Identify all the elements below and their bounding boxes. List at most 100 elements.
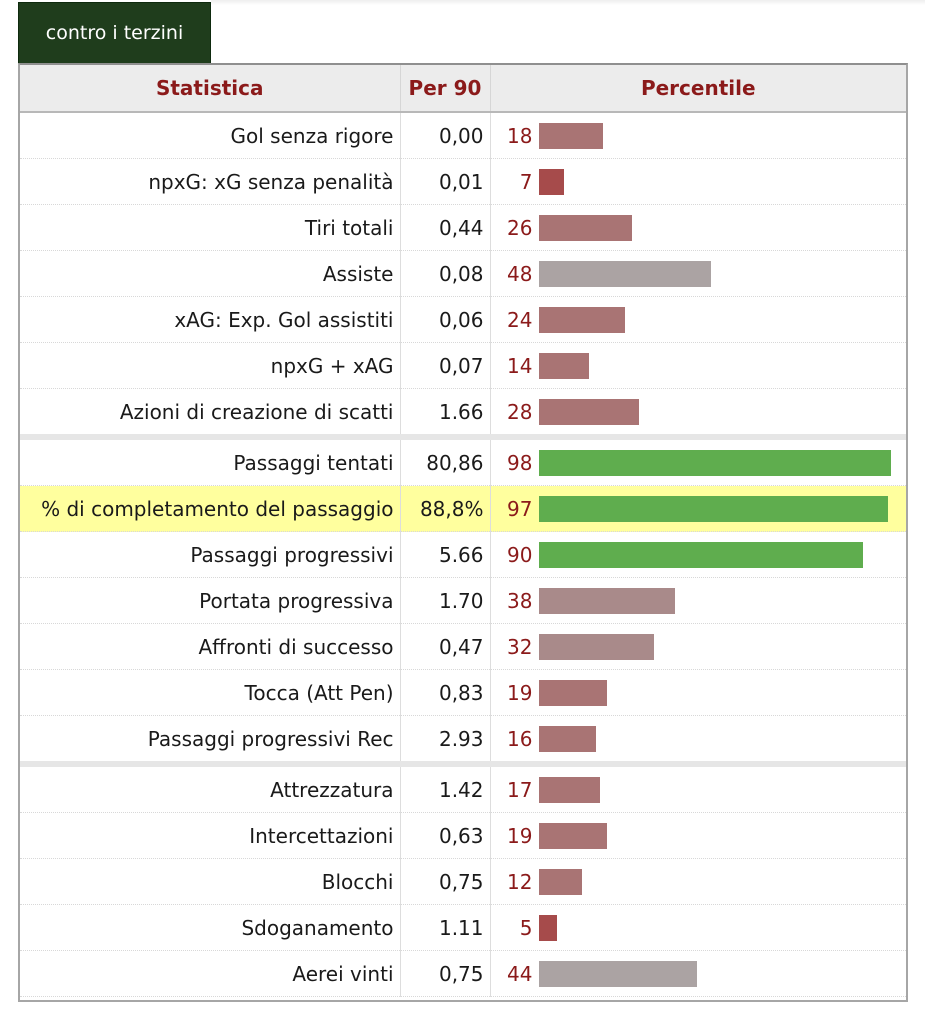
per90-value: 0,83 xyxy=(400,669,491,716)
percentile-value: 98 xyxy=(507,450,533,475)
stat-name: Azioni di creazione di scatti xyxy=(20,388,401,438)
stat-name: npxG + xAG xyxy=(20,342,401,389)
table-row: Tiri totali 0,44 26 xyxy=(20,204,906,251)
percentile-value: 38 xyxy=(507,588,533,613)
percentile-bar xyxy=(538,449,892,476)
percentile-bar xyxy=(538,122,604,149)
percentile-bar-track xyxy=(538,633,899,660)
percentile-bar xyxy=(538,914,557,941)
percentile-value: 19 xyxy=(507,680,533,705)
table-row: Attrezzatura 1.42 17 xyxy=(20,761,906,813)
percentile-bar xyxy=(538,960,697,987)
percentile-cell: 7 xyxy=(490,158,906,205)
percentile-value: 5 xyxy=(519,915,533,940)
percentile-bar xyxy=(538,822,607,849)
percentile-cell: 19 xyxy=(490,812,906,859)
percentile-bar xyxy=(538,776,600,803)
tab-contro-i-terzini[interactable]: contro i terzini xyxy=(18,2,211,63)
percentile-bar xyxy=(538,352,589,379)
percentile-value: 12 xyxy=(507,869,533,894)
percentile-cell: 48 xyxy=(490,250,906,297)
table-row: Passaggi tentati 80,86 98 xyxy=(20,434,906,486)
percentile-value: 97 xyxy=(507,496,533,521)
percentile-value: 90 xyxy=(507,542,533,567)
per90-value: 0,07 xyxy=(400,342,491,389)
percentile-bar xyxy=(538,868,582,895)
per90-value: 88,8% xyxy=(400,485,491,532)
table-row: Intercettazioni 0,63 19 xyxy=(20,812,906,859)
per90-value: 80,86 xyxy=(400,434,491,486)
percentile-bar-track xyxy=(538,449,899,476)
header-per90[interactable]: Per 90 xyxy=(400,65,491,113)
percentile-cell: 14 xyxy=(490,342,906,389)
per90-value: 0,63 xyxy=(400,812,491,859)
per90-value: 0,44 xyxy=(400,204,491,251)
table-row: Azioni di creazione di scatti 1.66 28 xyxy=(20,388,906,438)
stat-name: Assiste xyxy=(20,250,401,297)
percentile-bar xyxy=(538,587,676,614)
per90-value: 1.70 xyxy=(400,577,491,624)
percentile-cell: 32 xyxy=(490,623,906,670)
stat-name: Passaggi progressivi Rec xyxy=(20,715,401,765)
table-row: Assiste 0,08 48 xyxy=(20,250,906,297)
percentile-bar xyxy=(538,398,640,425)
per90-value: 0,75 xyxy=(400,950,491,997)
per90-value: 0,08 xyxy=(400,250,491,297)
table-header-row: Statistica Per 90 Percentile xyxy=(20,65,906,113)
percentile-cell: 5 xyxy=(490,904,906,951)
percentile-value: 32 xyxy=(507,634,533,659)
table-row: Passaggi progressivi Rec 2.93 16 xyxy=(20,715,906,765)
percentile-bar xyxy=(538,541,863,568)
table-row: Sdoganamento 1.11 5 xyxy=(20,904,906,951)
percentile-value: 16 xyxy=(507,726,533,751)
top-bar-shadow xyxy=(211,0,925,5)
stat-name: Tiri totali xyxy=(20,204,401,251)
table-row: Tocca (Att Pen) 0,83 19 xyxy=(20,669,906,716)
stats-table-container: Statistica Per 90 Percentile Gol senza r… xyxy=(18,63,908,1002)
percentile-bar-track xyxy=(538,495,899,522)
stat-name: Affronti di successo xyxy=(20,623,401,670)
stat-name: Gol senza rigore xyxy=(20,112,401,159)
percentile-value: 19 xyxy=(507,823,533,848)
stat-name: Passaggi progressivi xyxy=(20,531,401,578)
header-stat[interactable]: Statistica xyxy=(20,65,401,113)
stat-name: Blocchi xyxy=(20,858,401,905)
percentile-bar xyxy=(538,495,888,522)
percentile-bar xyxy=(538,633,654,660)
per90-value: 0,75 xyxy=(400,858,491,905)
percentile-cell: 44 xyxy=(490,950,906,997)
stat-name: Tocca (Att Pen) xyxy=(20,669,401,716)
percentile-cell: 97 xyxy=(490,485,906,532)
percentile-cell: 18 xyxy=(490,112,906,159)
stat-name: Intercettazioni xyxy=(20,812,401,859)
percentile-value: 48 xyxy=(507,261,533,286)
table-row: Passaggi progressivi 5.66 90 xyxy=(20,531,906,578)
stat-name: npxG: xG senza penalità xyxy=(20,158,401,205)
percentile-cell: 24 xyxy=(490,296,906,343)
percentile-bar xyxy=(538,725,597,752)
per90-value: 1.66 xyxy=(400,388,491,438)
per90-value: 0,00 xyxy=(400,112,491,159)
table-row: Gol senza rigore 0,00 18 xyxy=(20,112,906,159)
percentile-bar xyxy=(538,214,633,241)
percentile-value: 44 xyxy=(507,961,533,986)
stat-name: % di completamento del passaggio xyxy=(20,485,401,532)
table-row: Portata progressiva 1.70 38 xyxy=(20,577,906,624)
percentile-bar-track xyxy=(538,214,899,241)
percentile-cell: 12 xyxy=(490,858,906,905)
per90-value: 1.42 xyxy=(400,761,491,813)
header-percentile[interactable]: Percentile xyxy=(490,65,906,113)
percentile-value: 28 xyxy=(507,399,533,424)
stats-table: Statistica Per 90 Percentile Gol senza r… xyxy=(20,65,906,997)
per90-value: 0,47 xyxy=(400,623,491,670)
table-row: xAG: Exp. Gol assistiti 0,06 24 xyxy=(20,296,906,343)
percentile-bar xyxy=(538,168,564,195)
per90-value: 0,06 xyxy=(400,296,491,343)
percentile-bar-track xyxy=(538,122,899,149)
percentile-bar-track xyxy=(538,306,899,333)
stat-name: Passaggi tentati xyxy=(20,434,401,486)
percentile-bar-track xyxy=(538,587,899,614)
percentile-cell: 98 xyxy=(490,434,906,486)
percentile-value: 7 xyxy=(519,169,533,194)
stat-name: Portata progressiva xyxy=(20,577,401,624)
